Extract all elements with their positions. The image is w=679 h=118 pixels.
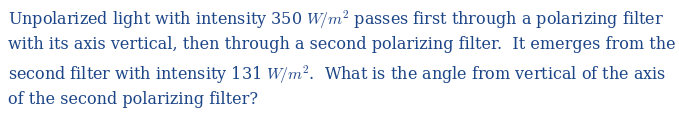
Text: with its axis vertical, then through a second polarizing filter.  It emerges fro: with its axis vertical, then through a s… [8,36,676,53]
Text: of the second polarizing filter?: of the second polarizing filter? [8,91,258,108]
Text: Unpolarized light with intensity 350 $W\!/m^2$ passes first through a polarizing: Unpolarized light with intensity 350 $W\… [8,8,664,31]
Text: second filter with intensity 131 $W\!/m^2$.  What is the angle from vertical of : second filter with intensity 131 $W\!/m^… [8,64,666,86]
